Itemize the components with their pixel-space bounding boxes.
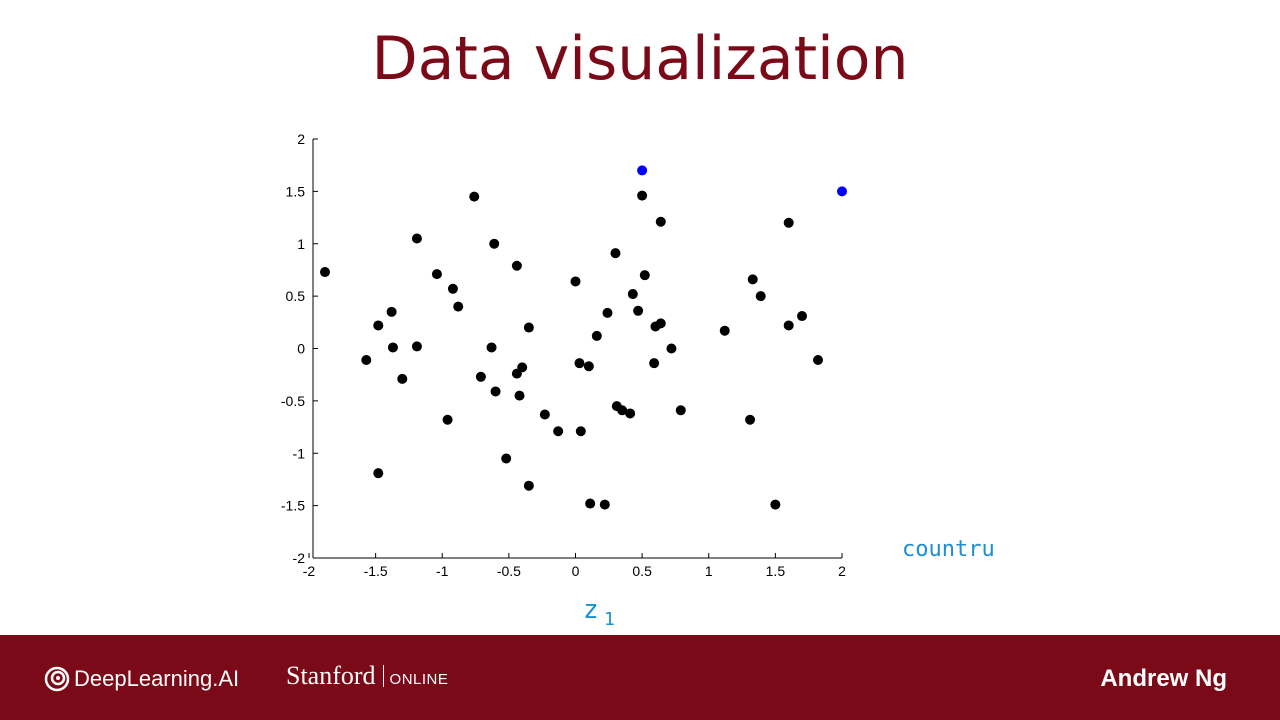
data-point: [666, 343, 677, 354]
y-tick-label: -2: [293, 550, 306, 566]
data-point: [755, 291, 766, 302]
x-tick-label: -1.5: [364, 563, 388, 579]
data-point: [639, 270, 650, 281]
x-tick-label: 1: [705, 563, 713, 579]
data-point: [523, 480, 534, 491]
data-point: [625, 408, 636, 419]
data-point: [633, 305, 644, 316]
slide-title: Data visualization: [371, 24, 909, 94]
x-tick-label: 1.5: [766, 563, 786, 579]
data-point: [813, 355, 824, 366]
data-point: [511, 260, 522, 271]
stanford-logo-text: Stanford: [286, 661, 376, 690]
y-tick-label: 2: [297, 131, 305, 147]
data-point: [602, 307, 613, 318]
deeplearning-logo-icon: [44, 666, 70, 692]
y-tick-label: 1: [297, 236, 305, 252]
x-tick-label: 0.5: [632, 563, 652, 579]
data-point: [783, 320, 794, 331]
data-point: [469, 191, 480, 202]
y-tick-label: -1.5: [281, 498, 305, 514]
logo-divider: [382, 665, 384, 687]
data-point: [411, 341, 422, 352]
x-tick-label: -2: [303, 563, 316, 579]
data-point: [747, 274, 758, 285]
data-point: [453, 301, 464, 312]
data-point: [523, 322, 534, 333]
data-point: [655, 216, 666, 227]
x-tick-label: -1: [436, 563, 449, 579]
data-point: [361, 355, 372, 366]
data-point: [649, 358, 660, 369]
x-tick-label: -0.5: [497, 563, 521, 579]
axes: -2 -1.5 -1 -0.5 0 0.5 1 1.5 2 2 1.5 1 0.5 0 -0.5 -1 -1.5…: [281, 131, 846, 579]
country-annotation: countru: [902, 537, 995, 562]
data-point: [319, 267, 330, 278]
data-point: [675, 405, 686, 416]
x-tick-label: 2: [838, 563, 846, 579]
data-point: [585, 498, 596, 509]
data-point: [570, 276, 581, 287]
data-point: [745, 414, 756, 425]
highlighted-data-point: [637, 165, 648, 176]
data-point: [539, 409, 550, 420]
data-point: [475, 371, 486, 382]
z1-annotation-letter: z: [583, 595, 599, 625]
online-logo-text: ONLINE: [389, 671, 449, 688]
highlighted-data-point: [837, 186, 847, 197]
data-point: [373, 468, 384, 479]
data-point: [610, 248, 621, 259]
data-point: [431, 269, 442, 280]
data-point: [583, 361, 594, 372]
data-point: [783, 217, 794, 228]
data-point: [490, 386, 501, 397]
data-points: [319, 165, 847, 510]
data-point: [489, 238, 500, 249]
deeplearning-logo-text: DeepLearning.AI: [74, 666, 240, 691]
y-tick-label: 0.5: [286, 288, 306, 304]
data-point: [797, 311, 808, 322]
data-point: [387, 342, 398, 353]
data-point: [386, 306, 397, 317]
data-point: [397, 373, 408, 384]
data-point: [617, 405, 628, 416]
x-tick-label: 0: [572, 563, 580, 579]
data-point: [447, 283, 458, 294]
data-point: [627, 289, 638, 300]
y-tick-label: 0: [297, 341, 305, 357]
data-point: [574, 358, 585, 369]
data-point: [599, 499, 610, 510]
scatter-plot: -2 -1.5 -1 -0.5 0 0.5 1 1.5 2 2 1.5 1 0.5 0 -0.5 -1 -1.5…: [281, 131, 995, 630]
data-point: [637, 190, 648, 201]
data-point: [514, 390, 525, 401]
data-point: [411, 233, 422, 244]
data-point: [486, 342, 497, 353]
y-tick-label: -1: [293, 445, 306, 461]
data-point: [501, 453, 512, 464]
data-point: [770, 499, 781, 510]
author-name: Andrew Ng: [1100, 665, 1227, 692]
data-point: [591, 330, 602, 341]
footer-bar: DeepLearning.AI Stanford ONLINE Andrew N…: [0, 635, 1280, 720]
data-point: [517, 362, 528, 373]
data-point: [553, 426, 564, 437]
stanford-online-logo: Stanford ONLINE: [286, 661, 448, 691]
deeplearning-logo: DeepLearning.AI: [44, 666, 239, 692]
data-point: [373, 320, 384, 331]
y-tick-label: 1.5: [286, 183, 306, 199]
y-tick-label: -0.5: [281, 393, 305, 409]
data-point: [719, 325, 730, 336]
z1-annotation-subscript: 1: [604, 609, 615, 630]
data-point: [575, 426, 586, 437]
data-point: [655, 318, 666, 329]
data-point: [442, 414, 453, 425]
